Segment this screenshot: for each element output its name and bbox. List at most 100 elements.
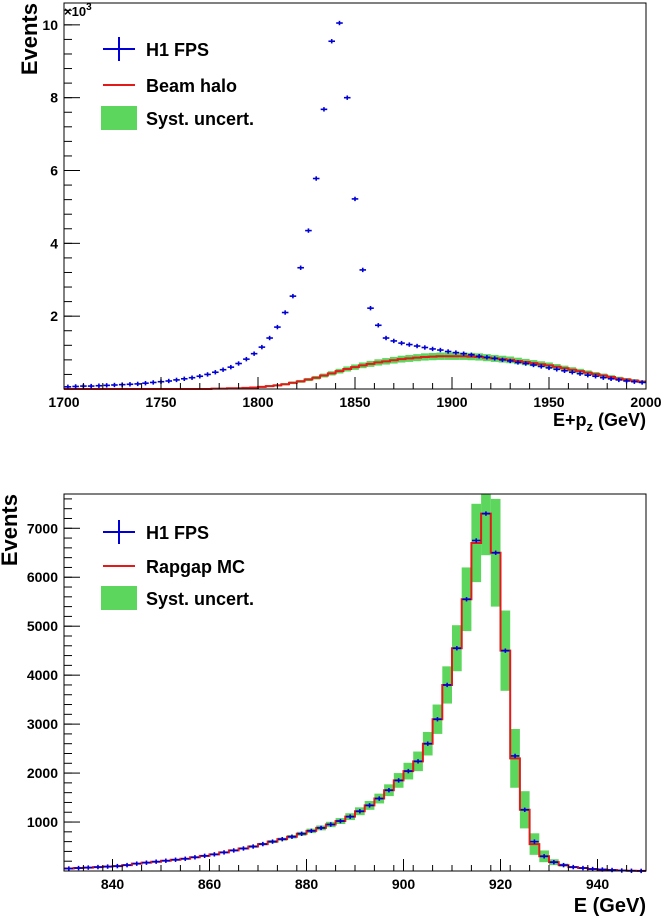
- data-point-57: [506, 358, 514, 364]
- data-point-27: [326, 822, 335, 827]
- data-point-21: [268, 839, 277, 844]
- data-point-9: [134, 381, 141, 387]
- data-point-69: [600, 375, 607, 380]
- xtick-label-4: 1900: [436, 394, 467, 410]
- ytick-label-1: 4: [50, 235, 58, 251]
- data-point-36: [343, 95, 351, 100]
- data-point-54: [483, 355, 491, 360]
- data-point-30: [355, 809, 365, 814]
- legend-band-swatch: [101, 106, 137, 130]
- data-point-3: [93, 864, 103, 870]
- data-point-17: [196, 374, 204, 379]
- data-point-23: [243, 356, 250, 362]
- xtick-label-2: 880: [295, 876, 319, 892]
- legend2-band-swatch: [101, 586, 137, 610]
- data-point-39: [367, 305, 374, 311]
- data-point-36: [413, 759, 423, 764]
- data-point-11: [149, 380, 157, 385]
- data-point-21: [227, 364, 235, 370]
- data-point-13: [165, 378, 173, 384]
- chart-top: 1700 1750 1800 1850 1900 1950 2000 2 4 6 8 10 Event…: [17, 2, 662, 434]
- legend-band-label: Syst. uncert.: [146, 109, 254, 129]
- data-point-31: [305, 228, 312, 233]
- data-point-52: [569, 864, 578, 870]
- data-point-30: [297, 265, 304, 270]
- data-point-29: [345, 814, 355, 819]
- data-point-52: [468, 352, 475, 357]
- ytick-label-5: 6000: [27, 569, 58, 585]
- data-point-17: [229, 848, 238, 853]
- top-xlabel: E+pz (GeV): [553, 410, 646, 434]
- xtick-label-3: 900: [392, 876, 416, 892]
- data-point-10: [142, 380, 149, 386]
- data-point-70: [607, 376, 615, 382]
- xtick-label-1: 860: [198, 876, 222, 892]
- data-point-43: [398, 340, 405, 346]
- legend2-entry-model: Rapgap MC: [103, 557, 245, 577]
- bottom-model-line: [64, 512, 646, 872]
- data-point-53: [475, 354, 483, 359]
- data-point-6: [122, 862, 132, 868]
- data-point-22: [235, 361, 242, 366]
- data-point-45: [413, 343, 421, 349]
- top-exponent-base: ×10: [64, 4, 86, 19]
- data-point-48: [437, 347, 444, 353]
- data-point-1: [74, 865, 83, 871]
- data-point-24: [250, 351, 258, 356]
- xtick-label-2: 1800: [242, 394, 273, 410]
- ytick-label-2: 3000: [27, 716, 58, 732]
- data-point-48: [530, 839, 539, 844]
- legend2-band-label: Syst. uncert.: [146, 589, 254, 609]
- ytick-label-6: 7000: [27, 520, 58, 536]
- legend2-entry-h1fps: H1 FPS: [103, 520, 209, 544]
- data-point-11: [171, 857, 180, 862]
- legend-h1fps-label: H1 FPS: [146, 40, 209, 60]
- data-point-32: [312, 176, 320, 181]
- top-axes: 1700 1750 1800 1850 1900 1950 2000 2 4 6 8 10: [42, 9, 662, 410]
- data-point-12: [181, 856, 190, 861]
- top-plot-frame: [63, 2, 647, 390]
- data-point-41: [462, 597, 471, 602]
- data-point-47: [520, 807, 529, 812]
- top-legend: H1 FPS Beam halo Syst. uncert.: [101, 37, 254, 130]
- data-point-60: [530, 362, 537, 368]
- data-point-0: [64, 866, 74, 871]
- data-point-59: [522, 361, 529, 366]
- model-step-path: [64, 512, 646, 872]
- data-point-13: [190, 855, 200, 860]
- data-point-19: [212, 370, 219, 375]
- data-point-55: [491, 356, 498, 361]
- chart-bottom: 840 860 880 900 920 940 1000 2000 3000 4000 5000 60…: [0, 493, 647, 917]
- top-exponent: ×103: [64, 2, 92, 19]
- data-point-18: [204, 372, 211, 377]
- data-point-56: [499, 357, 506, 363]
- data-point-44: [491, 550, 500, 555]
- ytick-label-0: 2: [50, 308, 58, 324]
- data-point-14: [200, 853, 209, 859]
- data-point-71: [615, 377, 623, 383]
- data-point-49: [539, 854, 549, 859]
- data-point-53: [578, 865, 588, 871]
- data-point-15: [210, 852, 219, 857]
- data-point-33: [384, 788, 394, 793]
- data-point-1: [72, 384, 79, 389]
- legend-entry-h1fps: H1 FPS: [103, 37, 209, 61]
- data-point-72: [623, 378, 630, 384]
- data-point-37: [423, 741, 432, 746]
- data-point-47: [429, 346, 436, 352]
- data-point-43: [481, 511, 491, 516]
- ytick-label-1: 2000: [27, 765, 58, 781]
- data-point-28: [336, 818, 345, 824]
- data-point-19: [248, 844, 258, 849]
- xtick-label-3: 1850: [339, 394, 370, 410]
- data-point-8: [142, 860, 151, 865]
- data-point-51: [460, 351, 467, 356]
- data-point-38: [433, 717, 442, 722]
- bottom-axes: 840 860 880 900 920 940 1000 2000 3000 4000 5000 60…: [27, 498, 647, 892]
- data-point-61: [537, 364, 545, 369]
- data-point-51: [559, 862, 568, 868]
- data-point-22: [278, 836, 287, 842]
- data-point-23: [287, 834, 297, 839]
- data-point-40: [452, 646, 462, 651]
- data-point-20: [219, 367, 227, 372]
